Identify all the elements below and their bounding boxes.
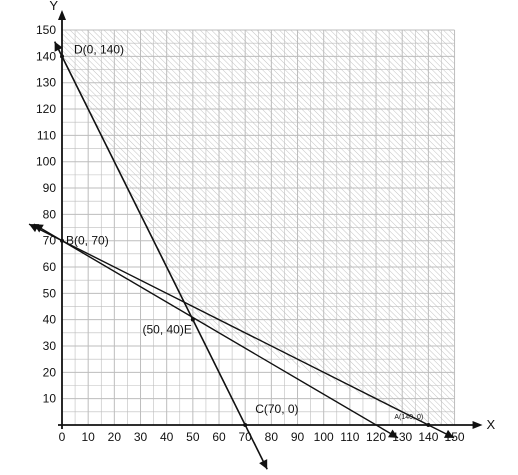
y-tick-label: 90	[43, 181, 57, 195]
x-tick-label: 80	[265, 430, 279, 444]
arrowhead-icon	[443, 429, 455, 438]
y-tick-label: 70	[43, 234, 57, 248]
x-tick-label: 20	[108, 430, 122, 444]
x-tick-label: 10	[81, 430, 95, 444]
y-tick-label: 120	[36, 102, 56, 116]
constraint-line-2	[33, 223, 399, 439]
point-label: A(140, 0)	[394, 414, 423, 421]
point-label: D(0, 140)	[74, 42, 124, 56]
x-tick-label: 90	[291, 430, 305, 444]
x-tick-label: 50	[186, 430, 200, 444]
y-tick-label: 30	[43, 339, 57, 353]
point-marker	[243, 423, 248, 427]
x-tick-label: 150	[445, 430, 465, 444]
arrowhead-icon	[259, 459, 268, 470]
arrowhead-icon	[29, 224, 40, 233]
x-tick-label: 120	[366, 430, 386, 444]
constraint-line-3	[28, 223, 455, 439]
y-tick-label: 140	[36, 49, 56, 63]
y-tick-label: 130	[36, 76, 56, 90]
x-axis-label: X	[487, 417, 496, 432]
x-tick-label: 140	[418, 430, 438, 444]
x-tick-label: 110	[340, 430, 359, 444]
y-tick-label: 10	[43, 392, 57, 406]
constraint-line-1	[53, 41, 268, 470]
arrowhead-icon	[54, 41, 63, 52]
grid	[61, 29, 456, 426]
x-tick-label: 60	[212, 430, 226, 444]
point-label: B(0, 70)	[66, 234, 109, 248]
tick-labels: 0 10 20 30 40 50 60 70 80 90 100 110 120 130 140 150 10 2…	[36, 23, 465, 444]
x-tick-label: 40	[160, 430, 174, 444]
y-axis-arrow-icon	[58, 10, 66, 21]
x-tick-label: 130	[392, 430, 412, 444]
y-tick-label: 150	[36, 23, 56, 37]
axes: YX	[49, 0, 495, 432]
constraint-lines	[28, 41, 455, 470]
point-marker	[426, 423, 431, 427]
y-tick-label: 100	[36, 155, 56, 169]
y-tick-label: 60	[43, 260, 57, 274]
x-tick-label: 70	[239, 430, 253, 444]
y-axis-label: Y	[49, 0, 58, 13]
point-marker	[60, 54, 64, 59]
point-label: C(70, 0)	[255, 402, 298, 416]
point-marker	[190, 317, 195, 322]
y-tick-label: 80	[43, 207, 57, 221]
y-tick-label: 110	[37, 128, 56, 142]
x-tick-label: 0	[59, 430, 66, 444]
arrowhead-icon	[387, 429, 399, 438]
y-tick-label: 20	[43, 365, 57, 379]
point-marker	[60, 238, 64, 243]
x-tick-label: 30	[134, 430, 148, 444]
x-tick-label: 100	[314, 430, 334, 444]
point-label: (50, 40)E	[142, 323, 191, 337]
y-tick-label: 40	[43, 313, 57, 327]
point-labels: D(0, 140) B(0, 70) (50, 40)E C(70, 0) A(140,…	[60, 42, 431, 427]
x-axis-arrow-icon	[472, 421, 483, 429]
y-tick-label: 50	[43, 286, 57, 300]
